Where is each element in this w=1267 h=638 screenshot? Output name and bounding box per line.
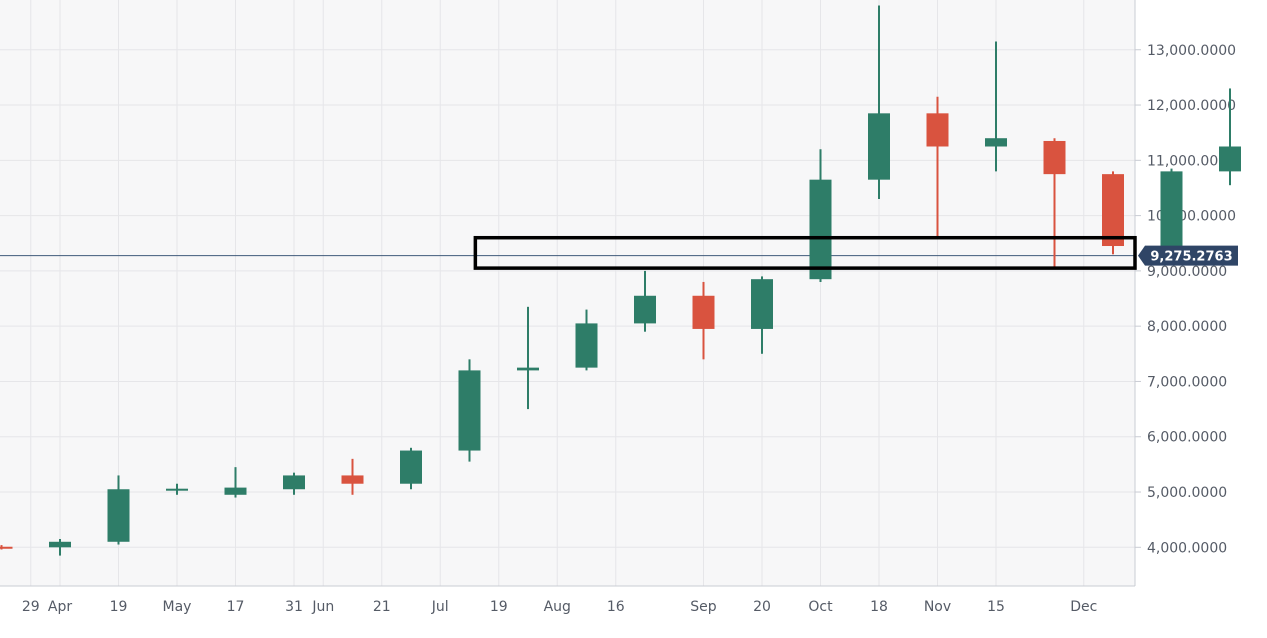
candle-up bbox=[575, 309, 598, 371]
candles bbox=[0, 5, 1241, 556]
candle-up bbox=[49, 539, 71, 556]
y-tick-label: 8,000.0000 bbox=[1147, 319, 1227, 335]
candle-body bbox=[634, 295, 656, 324]
y-tick-label: 5,000.0000 bbox=[1147, 485, 1227, 501]
candle-down bbox=[926, 96, 949, 238]
candle-body bbox=[751, 279, 773, 329]
candle-down bbox=[1102, 171, 1124, 255]
y-tick-label: 13,000.0000 bbox=[1147, 43, 1236, 59]
y-tick-label: 7,000.0000 bbox=[1147, 374, 1227, 390]
candle-up bbox=[283, 472, 305, 495]
candle-body bbox=[400, 450, 422, 484]
x-tick-label: Aug bbox=[544, 599, 571, 615]
x-tick-label: 18 bbox=[870, 599, 888, 615]
y-tick-label: 11,000.0000 bbox=[1147, 153, 1236, 169]
candle-down bbox=[1043, 138, 1066, 269]
x-tick-label: Oct bbox=[808, 599, 833, 615]
x-tick-label: Nov bbox=[924, 599, 951, 615]
candle-body bbox=[458, 370, 481, 451]
candle-up bbox=[400, 447, 422, 490]
candle-body bbox=[341, 475, 364, 484]
candle-body bbox=[0, 546, 13, 549]
x-tick-label: 29 bbox=[22, 599, 40, 615]
x-tick-label: 20 bbox=[753, 599, 771, 615]
y-tick-label: 6,000.0000 bbox=[1147, 430, 1227, 446]
candle-up bbox=[517, 306, 539, 410]
candle-body bbox=[985, 138, 1007, 147]
y-tick-label: 4,000.0000 bbox=[1147, 540, 1227, 556]
x-tick-label: Sep bbox=[690, 599, 717, 615]
x-tick-label: May bbox=[163, 599, 192, 615]
candle-up bbox=[166, 483, 188, 495]
candle-body bbox=[1219, 146, 1241, 172]
candle-body bbox=[926, 113, 949, 147]
y-tick-label: 9,000.0000 bbox=[1147, 264, 1227, 280]
candle-up bbox=[809, 149, 832, 282]
candle-body bbox=[166, 488, 188, 491]
candle-up bbox=[985, 41, 1007, 172]
x-tick-label: 31 bbox=[285, 599, 303, 615]
candle-body bbox=[224, 487, 247, 495]
candle-body bbox=[692, 295, 715, 329]
candle-down bbox=[692, 281, 715, 360]
candle-up bbox=[751, 276, 773, 354]
candle-up bbox=[634, 270, 656, 332]
candle-down bbox=[0, 545, 13, 550]
candle-up bbox=[868, 5, 890, 200]
x-tick-label: 21 bbox=[373, 599, 391, 615]
candle-body bbox=[868, 113, 890, 180]
candle-body bbox=[1043, 140, 1066, 175]
candle-body bbox=[49, 541, 71, 548]
x-tick-label: Apr bbox=[48, 599, 72, 615]
candle-body bbox=[107, 489, 130, 542]
last-price-marker: 9,275.2763 bbox=[1138, 245, 1238, 266]
candle-body bbox=[1102, 174, 1124, 247]
x-tick-label: 15 bbox=[987, 599, 1005, 615]
candle-body bbox=[809, 179, 832, 280]
x-tick-label: Dec bbox=[1070, 599, 1097, 615]
candle-up bbox=[1219, 88, 1241, 186]
candle-down bbox=[341, 458, 364, 495]
candle-body bbox=[575, 323, 598, 368]
candle-up bbox=[224, 467, 247, 498]
x-tick-label: 16 bbox=[607, 599, 625, 615]
highlight-zone-box bbox=[473, 235, 1137, 270]
x-tick-label: 17 bbox=[227, 599, 245, 615]
candle-body bbox=[517, 367, 539, 371]
x-axis: 29 Apr 19 May 17 31 Jun 21 Jul 19 Aug 16 Sep 20 Oct 18 N… bbox=[22, 599, 1097, 615]
candle-body bbox=[283, 475, 305, 490]
candle-up bbox=[458, 359, 481, 462]
x-tick-label: Jun bbox=[311, 599, 334, 615]
last-price-label: 9,275.2763 bbox=[1150, 250, 1232, 265]
plot-background bbox=[0, 0, 1135, 586]
x-tick-label: Jul bbox=[431, 599, 449, 615]
y-axis: 4,000.0000 5,000.0000 6,000.0000 7,000.0000… bbox=[1135, 43, 1236, 556]
x-tick-label: 19 bbox=[490, 599, 508, 615]
last-price-label-bg bbox=[1138, 245, 1238, 266]
candle-body bbox=[1160, 171, 1183, 247]
x-tick-label: 19 bbox=[110, 599, 128, 615]
y-tick-label: 12,000.0000 bbox=[1147, 98, 1236, 114]
candle-up bbox=[107, 475, 130, 545]
y-tick-label: 10,000.0000 bbox=[1147, 209, 1236, 225]
